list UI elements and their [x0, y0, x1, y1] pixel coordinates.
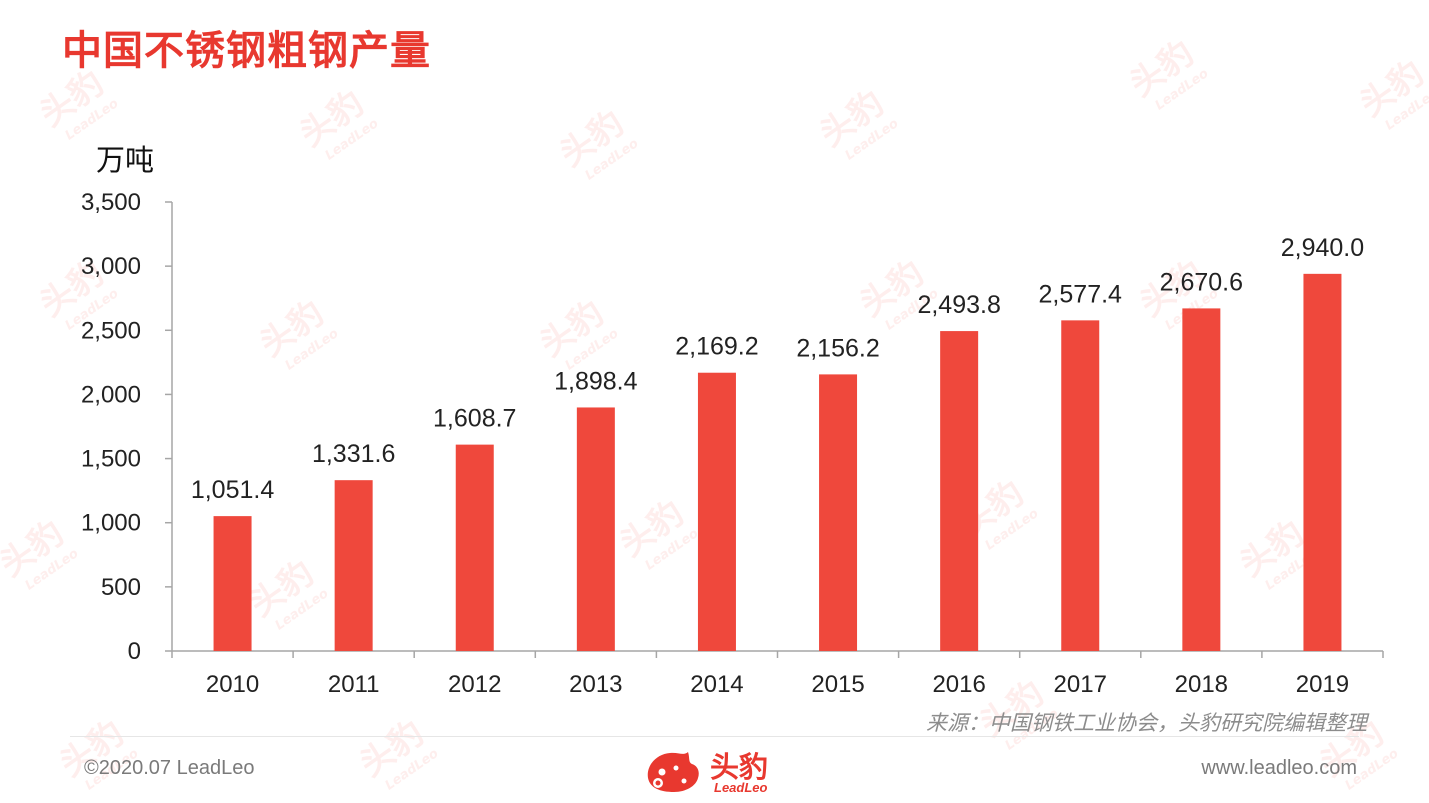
- data-label-2018: 2,670.6: [1160, 268, 1243, 296]
- x-tick-label: 2015: [811, 671, 864, 698]
- x-tick-label: 2017: [1054, 671, 1107, 698]
- y-tick-label: 3,500: [81, 189, 141, 216]
- logo-english-text: LeadLeo: [714, 780, 768, 795]
- y-tick-label: 0: [128, 638, 141, 665]
- bar-2014: [697, 372, 736, 651]
- x-axis: 2010 2011 2012 2013 2014 2015 2016 2017 2018 2019: [171, 650, 1384, 698]
- bar-2015: [819, 374, 858, 651]
- data-label-2016: 2,493.8: [917, 291, 1000, 319]
- x-tick-label: 2018: [1175, 671, 1228, 698]
- leopard-head-icon: [647, 752, 699, 792]
- y-axis: 0 500 1,000 1,500 2,000 2,500 3,000 3,500: [81, 189, 173, 665]
- bar-2019: [1303, 273, 1342, 651]
- x-tick-label: 2014: [690, 671, 743, 698]
- leadleo-logo: 头豹 LeadLeo: [644, 744, 784, 800]
- y-tick-label: 2,500: [81, 317, 141, 344]
- x-tick-label: 2019: [1296, 671, 1349, 698]
- data-label-2011: 1,331.6: [312, 440, 395, 468]
- page-title: 中国不锈钢粗钢产量: [62, 28, 431, 74]
- x-tick-label: 2012: [448, 671, 501, 698]
- y-axis-unit-label: 万吨: [96, 143, 155, 177]
- bar-2017: [1061, 320, 1100, 651]
- data-label-2010: 1,051.4: [191, 476, 275, 504]
- y-tick-label: 500: [101, 574, 141, 601]
- bar-2018: [1182, 308, 1221, 651]
- x-tick-label: 2010: [206, 671, 259, 698]
- data-label-2012: 1,608.7: [433, 405, 516, 433]
- website-text: www.leadleo.com: [1201, 757, 1357, 779]
- bar-2011: [334, 480, 373, 651]
- data-label-2014: 2,169.2: [675, 333, 758, 361]
- footer-divider: [70, 736, 1359, 737]
- copyright-text: ©2020.07 LeadLeo: [84, 757, 255, 779]
- x-tick-label: 2011: [328, 671, 380, 698]
- logo-chinese-text: 头豹: [710, 750, 769, 784]
- bars: [213, 273, 1342, 651]
- bar-2013: [576, 407, 615, 651]
- bar-2016: [940, 331, 979, 651]
- x-tick-label: 2013: [569, 671, 622, 698]
- y-tick-label: 2,000: [81, 381, 141, 408]
- y-tick-label: 3,000: [81, 253, 141, 280]
- x-tick-label: 2016: [932, 671, 985, 698]
- data-label-2015: 2,156.2: [796, 334, 879, 362]
- bar-2010: [213, 516, 252, 651]
- data-label-2013: 1,898.4: [554, 367, 638, 395]
- bar-2012: [455, 444, 494, 651]
- data-label-2019: 2,940.0: [1281, 234, 1364, 262]
- y-tick-label: 1,500: [81, 446, 141, 473]
- data-label-2017: 2,577.4: [1039, 280, 1123, 308]
- data-labels: 1,051.4 1,331.6 1,608.7 1,898.4 2,169.2 2,156…: [191, 234, 1364, 504]
- y-tick-label: 1,000: [81, 510, 141, 537]
- source-note: 来源：中国钢铁工业协会，头豹研究院编辑整理: [926, 711, 1367, 735]
